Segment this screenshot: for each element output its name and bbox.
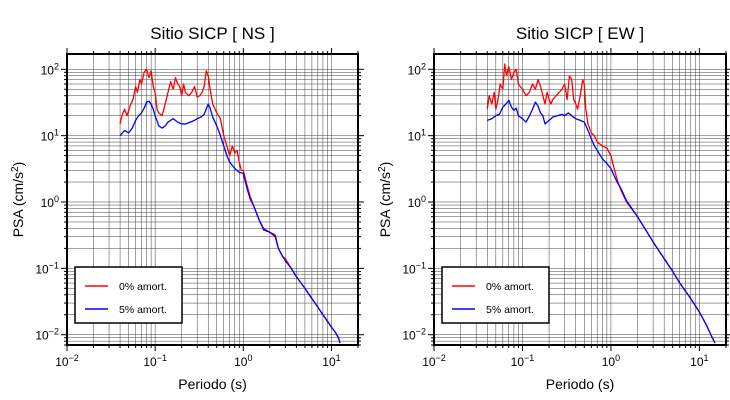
x-tick-label: 10−1 (511, 353, 535, 369)
chart-title: Sitio SICP [ EW ] (516, 24, 644, 43)
x-tick-label: 10−2 (55, 353, 79, 369)
x-tick-label: 10−2 (422, 353, 446, 369)
plot-frame (66, 53, 359, 346)
grid (433, 54, 727, 346)
x-tick-label: 100 (234, 353, 252, 369)
x-tick-label: 10−1 (143, 353, 167, 369)
tick-marks (61, 48, 364, 351)
tick-marks (428, 48, 730, 351)
series-line-amort-5pct (487, 99, 716, 344)
panel-ew: 10−2 10−1 100 101 10−2 10−1 100 101 102 Sitio SIC… (377, 24, 730, 392)
y-tick-label: 101 (41, 128, 59, 144)
legend-box (441, 266, 550, 324)
legend: 0% amort. 5% amort. (74, 266, 183, 324)
y-tick-label: 10−1 (402, 260, 426, 276)
panel-ns: 10−2 10−1 100 101 10−2 10−1 100 101 102 Sitio SIC… (10, 24, 364, 392)
x-axis-label: Periodo (s) (546, 376, 614, 392)
y-tick-label: 10−2 (35, 327, 59, 343)
x-tick-label: 101 (690, 353, 708, 369)
legend-label: 5% amort. (119, 304, 167, 316)
y-axis-label: PSA (cm/s2) (377, 162, 393, 238)
x-tick-label: 100 (602, 353, 620, 369)
y-tick-label: 101 (408, 128, 426, 144)
legend: 0% amort. 5% amort. (441, 266, 550, 324)
x-tick-label: 101 (322, 353, 340, 369)
y-tick-label: 10−2 (402, 327, 426, 343)
x-axis-label: Periodo (s) (178, 376, 246, 392)
legend-label: 5% amort. (486, 304, 534, 316)
y-tick-label: 100 (41, 194, 59, 210)
y-axis-label: PSA (cm/s2) (10, 162, 26, 238)
legend-label: 0% amort. (119, 281, 167, 293)
plot-frame (433, 53, 727, 346)
chart-title: Sitio SICP [ NS ] (150, 24, 274, 43)
legend-box (74, 266, 183, 324)
legend-label: 0% amort. (486, 281, 534, 293)
y-tick-label: 10−1 (35, 260, 59, 276)
y-tick-label: 102 (41, 61, 59, 77)
y-tick-label: 100 (408, 194, 426, 210)
y-tick-label: 102 (408, 61, 426, 77)
series-line-amort-5pct (119, 100, 341, 344)
